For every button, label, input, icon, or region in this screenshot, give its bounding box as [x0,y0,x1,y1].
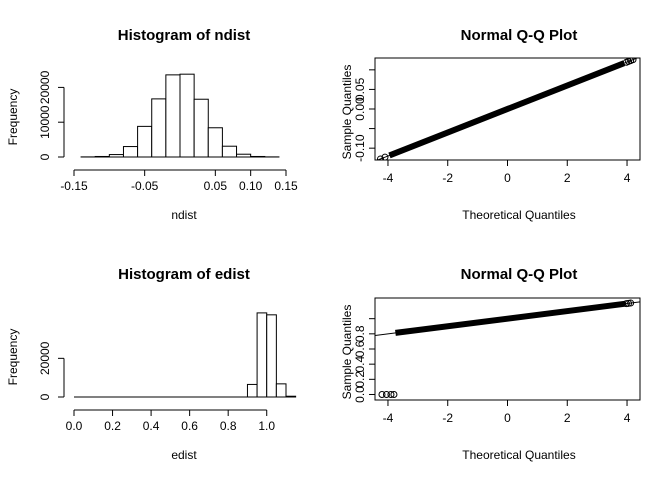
x-tick-label: 0 [504,171,511,185]
qq-outlier-point [390,390,398,398]
y-tick-label: 10000 [38,105,52,139]
panel1-xlabel: ndist [171,208,197,222]
histogram-bar [122,146,139,158]
panel4-ylabel: Sample Quantiles [340,305,354,400]
qq-reference-line [375,301,640,336]
histogram-bar [165,74,181,158]
qq-outlier-point [382,390,390,398]
y-tick-label: 0.0 [353,386,367,403]
histogram-bar [256,312,268,398]
y-tick-label: 20000 [38,70,52,104]
x-tick-label: -0.05 [131,179,159,193]
y-tick-label: 0.05 [353,77,367,101]
qq-point [381,153,389,160]
histogram-bar [236,153,252,158]
y-tick-label: -0.10 [353,134,367,162]
x-tick-label: -4 [383,171,394,185]
x-tick-label: 0.10 [239,179,263,193]
x-tick-label: 0 [504,411,511,425]
panel3-title: Histogram of edist [118,266,250,283]
histogram-bar [246,383,258,398]
x-tick-label: -0.15 [60,179,88,193]
y-tick-label: 20000 [38,341,52,375]
x-tick-label: 0.15 [274,179,298,193]
histogram-bar [221,145,238,158]
histogram-bar [94,155,110,158]
histogram-bar [275,383,287,398]
y-tick-label: 0.2 [353,371,367,388]
panel1-title: Histogram of ndist [118,27,251,44]
panel2-xlabel: Theoretical Quantiles [462,208,575,222]
histogram-bar [151,98,167,158]
histogram-bar [137,125,153,158]
x-tick-label: 2 [564,171,571,185]
x-tick-label: 0.4 [143,419,160,433]
histogram-bar [193,98,209,158]
qq-outlier-point [387,390,395,398]
y-tick-label: 0 [38,393,52,400]
panel2-ylabel: Sample Quantiles [340,65,354,160]
histogram-bar [179,73,195,158]
y-tick-label: 0.8 [353,325,367,342]
histogram-bar [266,314,277,398]
histogram-bar [207,127,223,158]
x-tick-label: 0.05 [204,179,228,193]
x-tick-label: -2 [442,411,453,425]
panel4-xlabel: Theoretical Quantiles [462,448,575,462]
x-tick-label: 1.0 [258,419,275,433]
qq-point [629,58,637,64]
histogram-bar [108,154,124,158]
y-tick-label: 0.6 [353,340,367,357]
x-tick-label: 0.2 [104,419,121,433]
panel4-title: Normal Q-Q Plot [461,266,578,283]
panel3-xlabel: edist [171,448,197,462]
qq-point [627,58,635,65]
x-tick-label: 0.8 [220,419,237,433]
x-tick-label: 2 [564,411,571,425]
plot-frame [374,297,641,401]
histogram-bar [250,155,266,158]
x-tick-label: 0.6 [181,419,198,433]
histogram-bar [285,395,297,398]
qq-point [376,155,384,160]
qq-reference-line [376,58,639,160]
panel2-title: Normal Q-Q Plot [461,27,578,44]
y-tick-label: 0 [38,153,52,160]
y-tick-label: 0.00 [353,97,367,121]
x-tick-label: 4 [624,411,631,425]
panel1-ylabel: Frequency [6,89,20,146]
x-tick-label: -2 [442,171,453,185]
x-tick-label: 0.0 [66,419,83,433]
y-tick-label: 0.4 [353,355,367,372]
x-tick-label: 4 [624,171,631,185]
x-tick-label: -4 [383,411,394,425]
qq-outlier-point [378,390,386,398]
panel3-ylabel: Frequency [6,329,20,386]
